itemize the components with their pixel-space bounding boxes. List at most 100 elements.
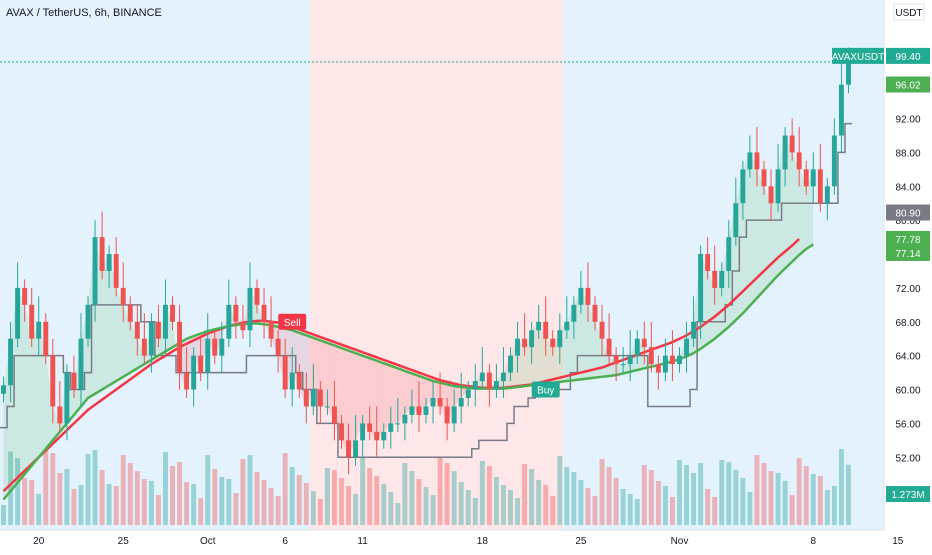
fill-segment (792, 152, 800, 262)
candle-body (141, 338, 147, 356)
candle-body (599, 321, 605, 339)
candle-body (529, 330, 535, 348)
candle-body (106, 254, 112, 271)
volume-bar (317, 499, 323, 525)
unit-label-box (893, 3, 925, 21)
background-zone (309, 0, 564, 530)
candle-body (198, 355, 204, 373)
volume-bar (648, 470, 654, 525)
y-tick-label: 64.00 (895, 352, 920, 363)
volume-bar (768, 471, 774, 525)
volume-bar (36, 494, 42, 525)
signal-markers: Sell Buy (278, 313, 560, 398)
signal-label: Sell (284, 318, 301, 329)
price-tag-symbol: AVAXUSDT (832, 52, 884, 63)
candle-body (726, 237, 732, 271)
candle-body (479, 372, 485, 382)
candle-body (677, 355, 682, 365)
volume-bar (493, 477, 499, 525)
candle-body (360, 423, 366, 441)
y-tick-label: 60.00 (895, 386, 920, 397)
price-tag-box (886, 204, 930, 221)
candle-body (775, 169, 781, 204)
candle-body (831, 135, 837, 187)
volume-bar (479, 461, 485, 525)
price-tag: 80.90 (886, 204, 930, 221)
volume-bar (486, 466, 492, 525)
y-tick-label: 84.00 (895, 182, 920, 193)
volume-bar (120, 455, 126, 525)
candle-body (536, 321, 542, 331)
volume-bar (303, 483, 309, 525)
candle-body (416, 406, 422, 415)
candle-body (754, 152, 760, 170)
volume-bar (465, 490, 471, 525)
candle-body (761, 169, 767, 187)
volume-bar (219, 477, 225, 525)
candle-body (550, 338, 556, 348)
volume-bar (402, 463, 408, 525)
candle-body (444, 406, 450, 424)
volume-bar (515, 498, 521, 525)
price-tag: AVAXUSDT 99.40 (832, 47, 930, 64)
volume-bar (1, 505, 6, 525)
volume-bar (92, 450, 98, 525)
fill-segment (123, 304, 131, 377)
candle-body (691, 321, 697, 339)
volume-bar (57, 473, 63, 525)
candle-body (846, 55, 851, 85)
y-tick-label: 72.00 (895, 284, 920, 295)
candle-body (92, 237, 98, 305)
y-tick-label: 92.00 (895, 115, 920, 126)
fill-segment (137, 338, 145, 369)
candle-body (634, 338, 640, 356)
volume-bar (472, 498, 478, 525)
candle-body (402, 414, 408, 424)
candle-body (508, 355, 513, 373)
volume-bar (719, 460, 725, 525)
volume-bar (831, 486, 837, 525)
volume-tag-value: 1.273M (891, 490, 924, 501)
volume-bar (817, 476, 823, 525)
fill-segment (362, 355, 370, 432)
candle-body (50, 355, 56, 407)
candle-body (113, 254, 119, 288)
volume-bar (409, 471, 415, 525)
time-axis[interactable]: 20 25 Oct 6 11 18 25 Nov 8 15 (33, 536, 904, 547)
price-tag-value: 96.02 (895, 81, 920, 92)
fill-segment (24, 304, 32, 475)
volume-bar (22, 478, 28, 525)
price-tag-value: 77.14 (895, 249, 920, 260)
candle-body (620, 364, 626, 366)
volume-bar (155, 495, 161, 525)
candle-body (451, 406, 457, 424)
fill-segment (418, 375, 426, 415)
signal-buy[interactable]: Buy (531, 381, 560, 398)
fill-segment (348, 350, 356, 458)
candle-body (57, 406, 63, 424)
volume-bar (247, 455, 253, 525)
candle-body (134, 321, 140, 339)
volume-bar (240, 459, 246, 525)
candle-body (247, 287, 253, 331)
candle-body (613, 355, 619, 365)
volume-bar (585, 488, 591, 525)
volume-bar (824, 490, 830, 525)
fill-segment (545, 338, 553, 384)
candle-body (268, 321, 274, 339)
fill-segment (116, 287, 124, 382)
candle-body (254, 287, 260, 305)
x-tick-label: 18 (477, 536, 489, 547)
fill-segment (799, 169, 807, 255)
candle-body (240, 321, 246, 331)
volume-bar (353, 494, 359, 525)
volume-bar (677, 460, 682, 525)
x-tick-label: 25 (575, 536, 587, 547)
candle-body (226, 304, 232, 339)
fill-segment (306, 335, 314, 407)
candle-body (22, 287, 28, 305)
signal-sell[interactable]: Sell (278, 313, 307, 330)
price-tag: 77.14 (886, 244, 930, 261)
volume-bar (15, 458, 21, 525)
